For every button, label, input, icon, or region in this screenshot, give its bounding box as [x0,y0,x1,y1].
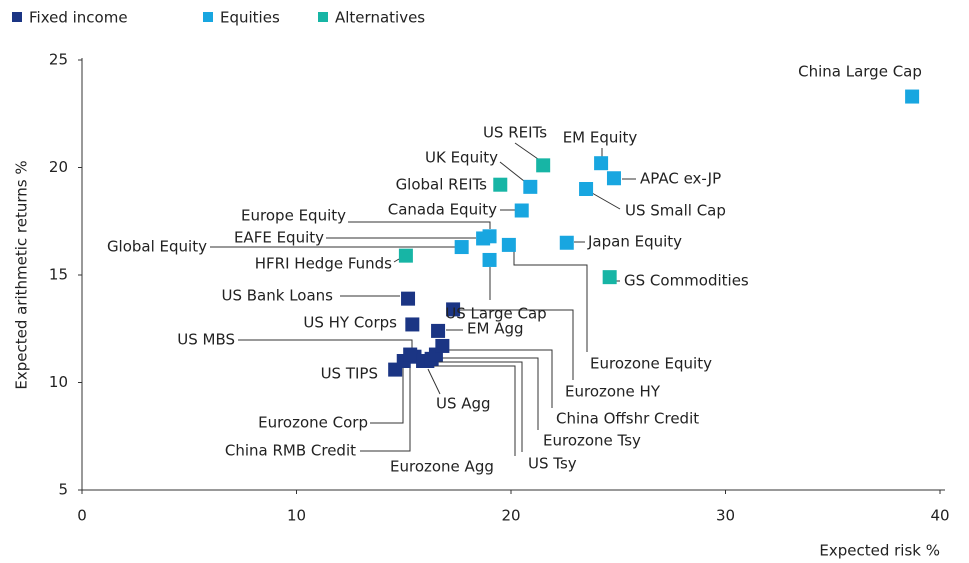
x-axis-label: Expected risk % [819,542,940,560]
leader-line [427,368,441,395]
leader-line [436,361,523,452]
point-label: Eurozone Agg [390,458,494,476]
point [403,347,418,362]
point [536,158,551,173]
point-label: US TIPS [321,365,378,383]
point-label: US HY Corps [303,314,397,332]
y-tick-label: 15 [49,266,68,284]
point [435,338,450,353]
legend-label: Alternatives [335,9,425,27]
leader-line [460,309,574,380]
y-tick-label: 10 [49,373,68,391]
point [579,182,594,196]
point-label: US MBS [177,331,235,349]
point [493,177,508,192]
point [501,237,516,252]
point [482,252,497,267]
legend-swatch [12,12,22,22]
point [514,203,529,218]
y-axis-label: Expected arithmetic returns % [13,160,31,389]
leader-line [442,357,539,430]
leader-line [514,142,539,160]
point-label: EM Agg [467,320,524,338]
legend-swatch [203,12,213,22]
point-label: China Large Cap [798,63,922,81]
point-label: US Large Cap [445,305,546,323]
leader-line [238,339,413,350]
point-label: UK Equity [425,149,498,167]
point [606,171,621,186]
point-label: US Bank Loans [222,287,334,305]
point [405,317,420,332]
point-label: Eurozone Tsy [543,432,641,450]
point [523,179,538,194]
point-label: Canada Equity [388,201,497,219]
leader-line [448,349,553,408]
point [476,231,491,246]
leader-line [393,258,400,263]
leader-line [513,250,588,352]
point-label: US Small Cap [625,202,726,220]
x-tick-label: 10 [287,507,306,525]
point-label: Eurozone Equity [590,355,712,373]
point [559,235,574,250]
leader-line [430,365,516,456]
point-label: APAC ex-JP [640,170,721,188]
x-tick-label: 30 [716,507,735,525]
x-tick-label: 40 [930,507,949,525]
legend-swatch [318,12,328,22]
leader-line [348,221,491,229]
point [594,156,609,171]
leader-line [370,366,404,424]
y-tick-label: 25 [49,51,68,69]
point-label: Global REITs [396,176,488,194]
x-tick-label: 0 [77,507,87,525]
point-label: Eurozone HY [565,383,661,401]
point-label: China Offshr Credit [556,410,699,428]
point [398,248,413,263]
legend-label: Fixed income [29,9,128,27]
point-label: China RMB Credit [225,442,356,460]
point-label: EAFE Equity [234,229,324,247]
leader-line [499,161,525,182]
point-label: EM Equity [563,129,638,147]
point-label: US Agg [436,395,491,413]
point-label: Global Equity [107,238,207,256]
point-label: US REITs [483,124,547,142]
point-label: HFRI Hedge Funds [255,255,392,273]
point-label: Eurozone Corp [258,414,368,432]
point [602,270,617,285]
point [431,323,446,338]
y-tick-label: 20 [49,158,68,176]
leader-line [591,192,621,210]
point-label: Japan Equity [587,233,682,251]
point [446,302,461,317]
point-label: Europe Equity [241,207,346,225]
y-tick-label: 5 [58,481,68,499]
leader-line [360,362,411,452]
point-label: GS Commodities [624,272,749,290]
x-tick-label: 20 [501,507,520,525]
legend-label: Equities [220,9,280,27]
point [454,240,469,255]
point [401,291,416,306]
point-label: US Tsy [528,455,577,473]
point [905,89,920,104]
